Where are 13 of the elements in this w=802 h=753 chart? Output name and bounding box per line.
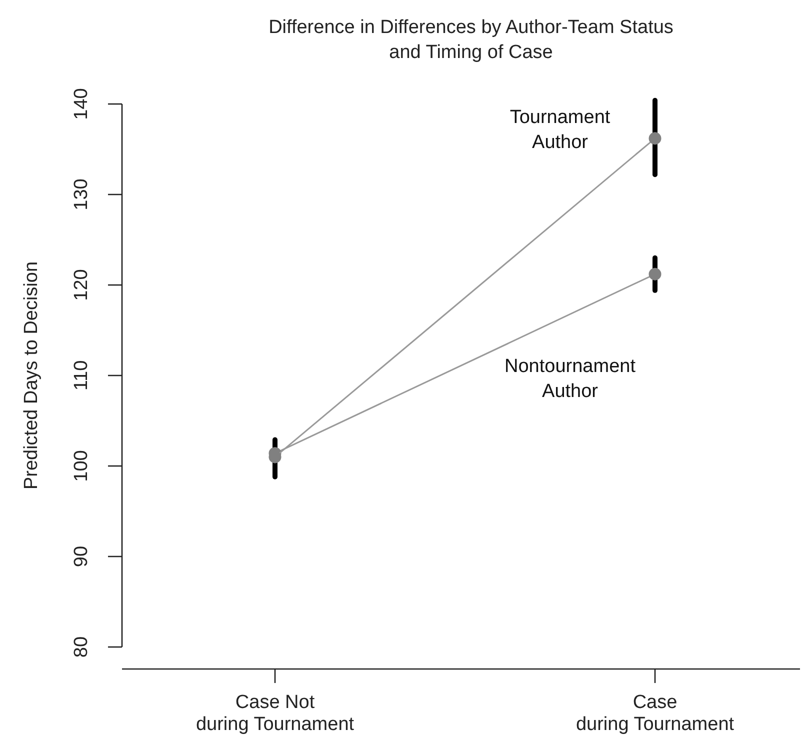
x-tick-label: Case during Tournament <box>576 692 735 736</box>
series-label: Nontournament Author <box>504 356 636 402</box>
y-tick-label: 120 <box>71 269 92 301</box>
chart-title: Difference in Differences by Author-Team Status and Timing of Case <box>268 17 674 64</box>
y-tick-label: 80 <box>71 636 92 658</box>
y-tick-label: 110 <box>71 360 92 391</box>
y-tick-label: 100 <box>71 450 92 482</box>
x-tick-label: Case Not during Tournament <box>196 692 355 736</box>
y-tick-label: 90 <box>71 546 92 568</box>
y-tick-label: 130 <box>71 178 92 210</box>
y-axis-title: Predicted Days to Decision <box>21 261 42 490</box>
series-label: Tournament Author <box>510 107 611 154</box>
y-tick-label: 140 <box>71 88 92 120</box>
